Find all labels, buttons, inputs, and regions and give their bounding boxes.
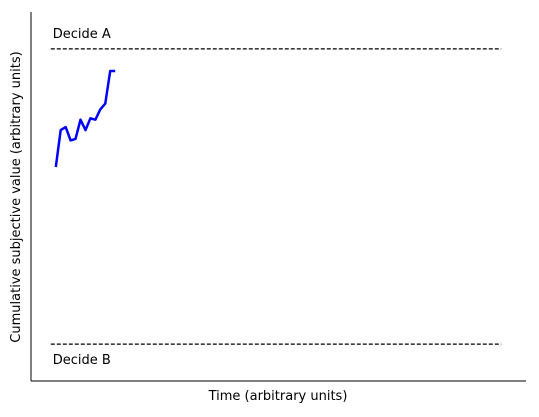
boundary-label: Decide A — [53, 27, 111, 42]
boundaries-group: Decide A Decide B — [50, 27, 502, 368]
y-axis-label: Cumulative subjective value (arbitrary u… — [9, 51, 24, 342]
series-group — [54, 69, 116, 168]
series-line — [54, 69, 116, 168]
boundary-label: Decide B — [53, 353, 111, 368]
x-axis-label: Time (arbitrary units) — [208, 389, 348, 404]
